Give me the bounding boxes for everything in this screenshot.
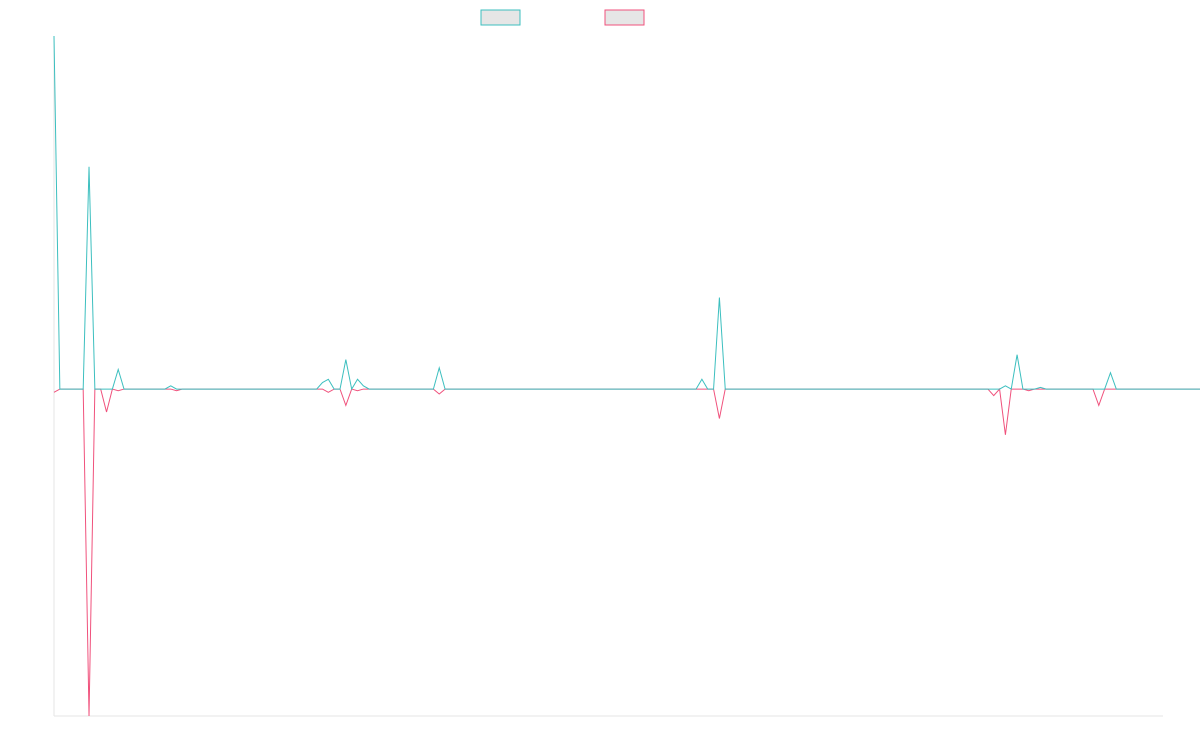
legend-swatch-1[interactable] (480, 9, 521, 26)
series-line-1 (53, 35, 1200, 391)
chart-axes (53, 36, 1163, 717)
chart-legend[interactable] (480, 9, 645, 26)
series-layer (53, 35, 1200, 717)
legend-swatch-2[interactable] (604, 9, 645, 26)
series-line-2 (53, 387, 1200, 717)
